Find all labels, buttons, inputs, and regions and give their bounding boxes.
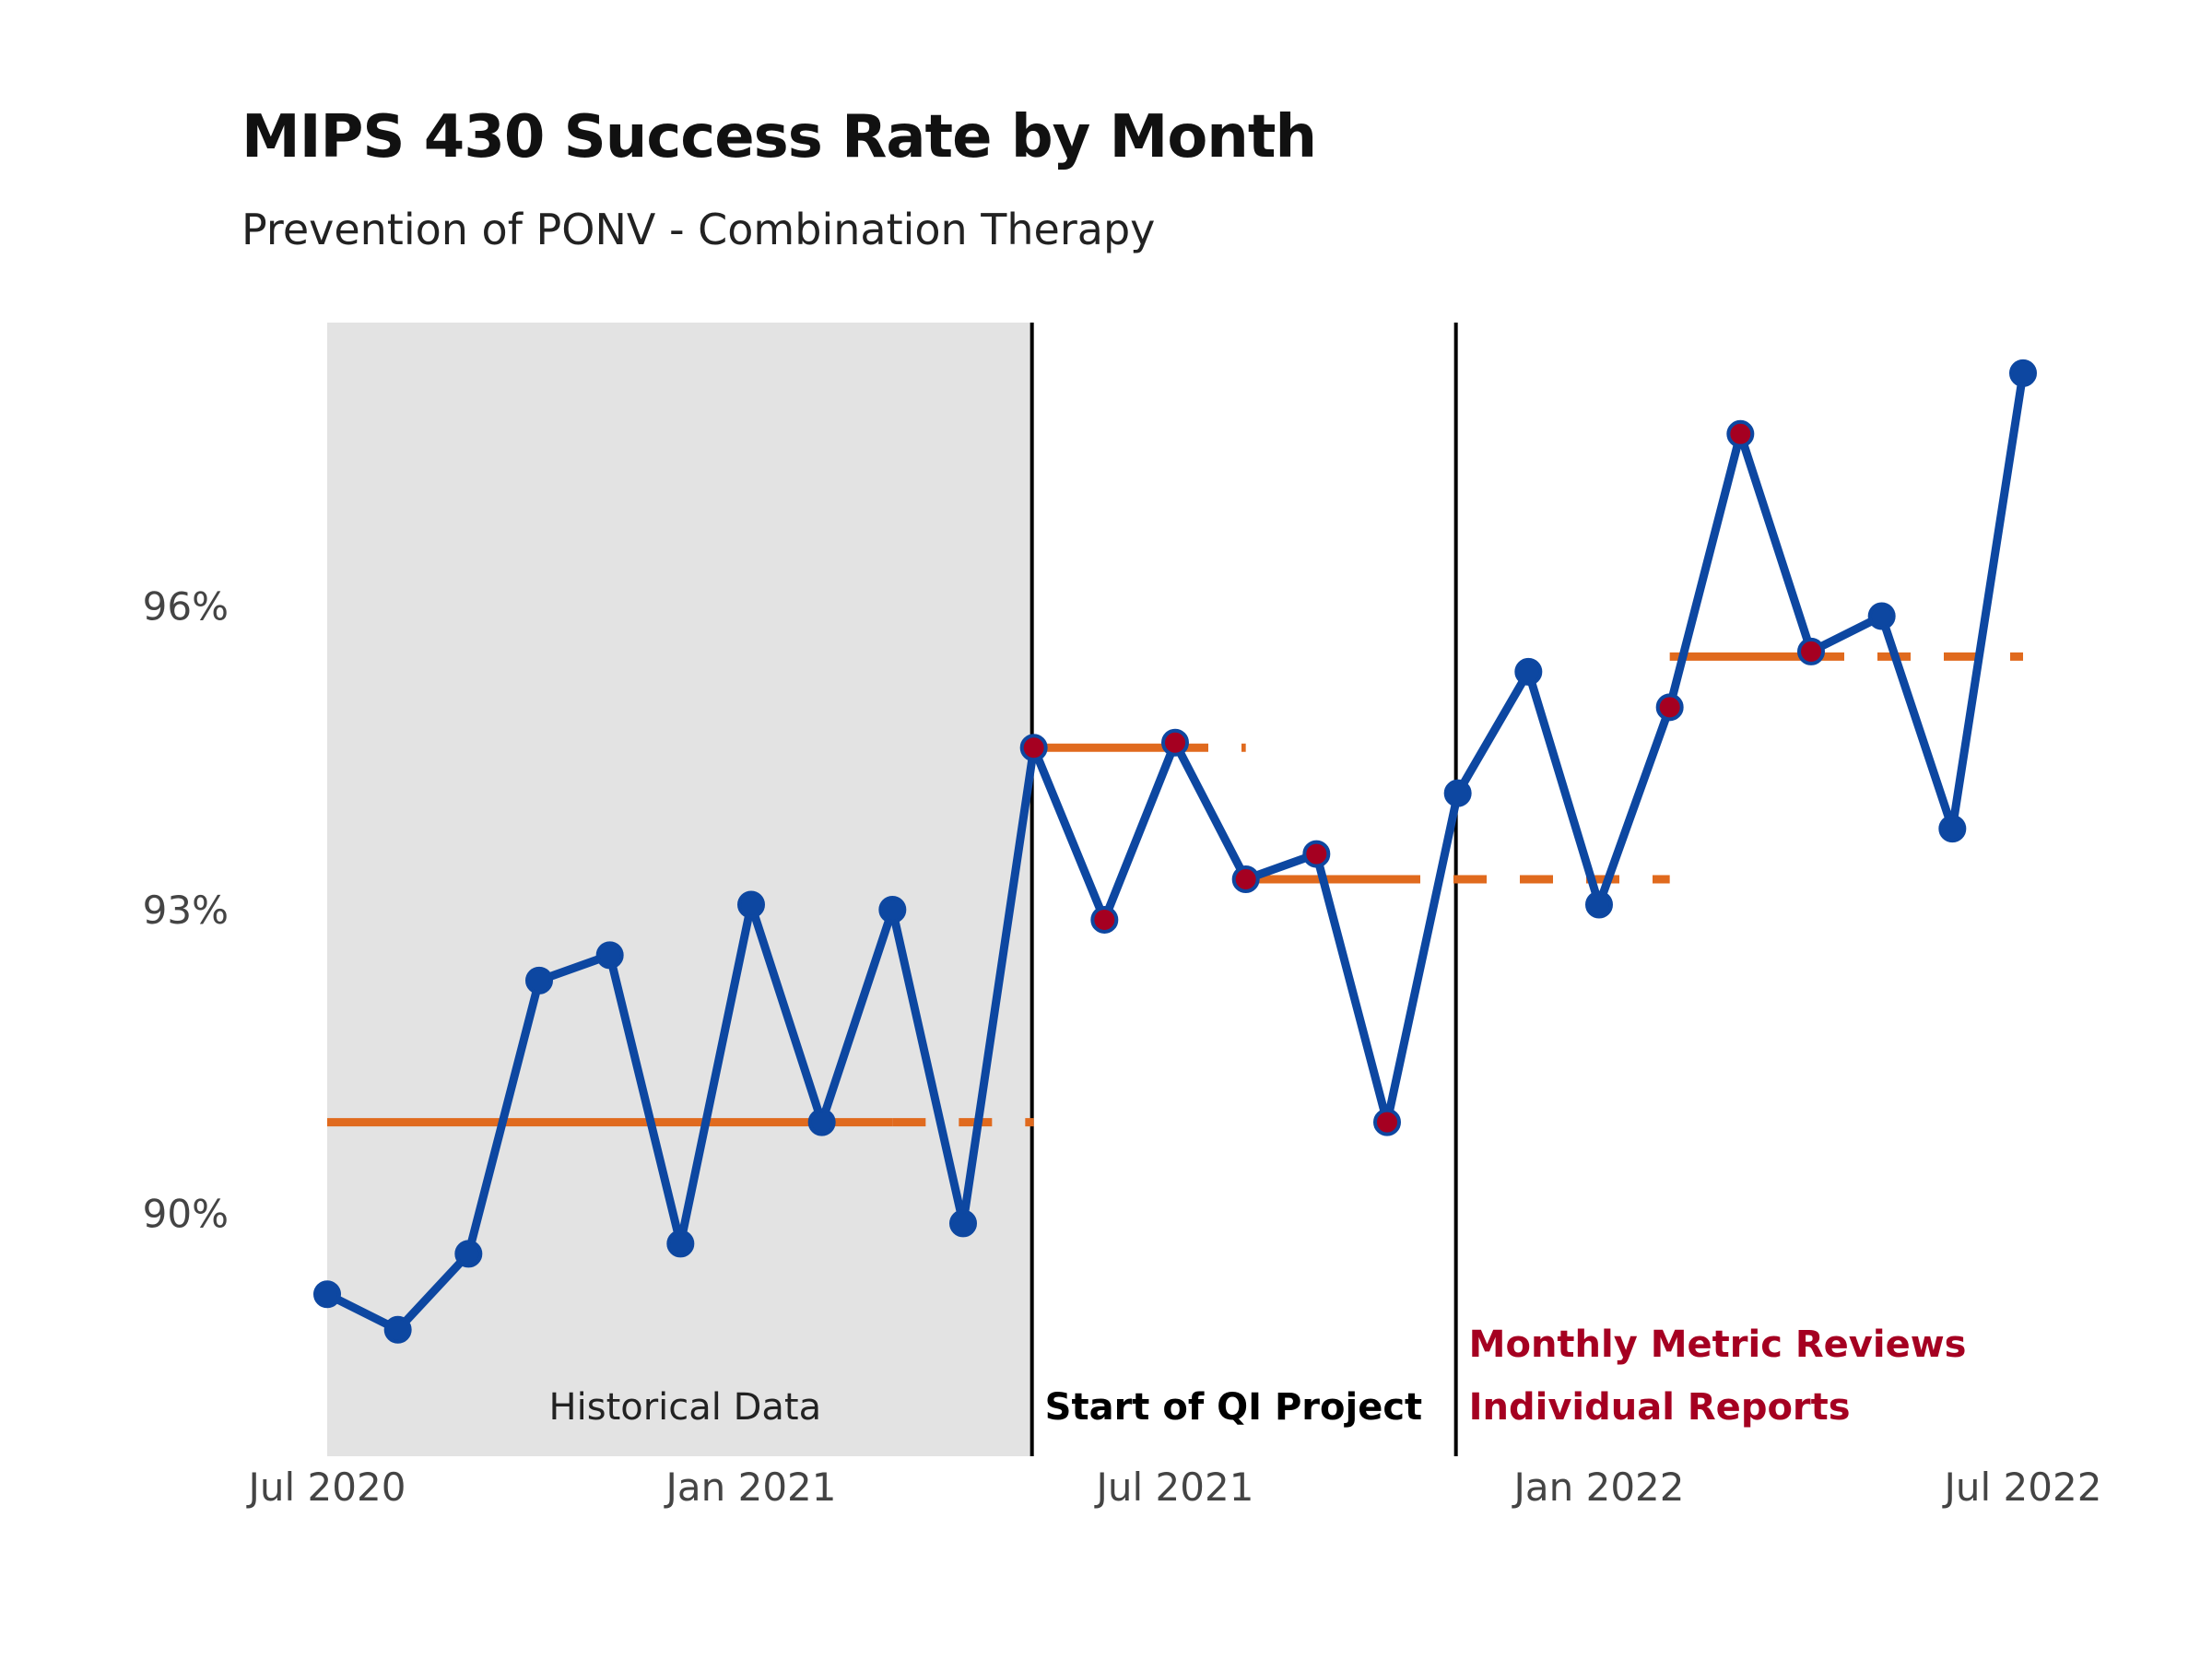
signal-point [1655,693,1684,722]
signal-point [1019,734,1048,762]
chart-subtitle: Prevention of PONV - Combination Therapy [241,205,1156,254]
y-tick-label: 90% [143,1191,229,1236]
data-point [807,1108,836,1136]
data-point [525,966,553,994]
phase-label: Monthly Metric Reviews [1469,1324,1967,1366]
data-point [383,1315,412,1344]
data-point [2009,359,2037,387]
x-tick-label: Jan 2021 [664,1465,837,1510]
signal-point [1090,905,1119,934]
phase-label: Start of QI Project [1045,1386,1423,1429]
historical-label: Historical Data [549,1386,822,1429]
x-tick-label: Jan 2022 [1512,1465,1685,1510]
data-point [1938,815,1967,843]
data-point [1443,779,1472,807]
signal-point [1373,1108,1401,1136]
historical-region [327,323,1034,1456]
x-tick-label: Jul 2022 [1942,1465,2102,1510]
signal-point [1302,840,1331,868]
y-tick-label: 96% [143,584,229,629]
data-point [666,1230,695,1258]
data-point [1867,602,1896,630]
phase-label: Individual Reports [1469,1386,1851,1429]
data-point [1585,890,1613,919]
chart-title: MIPS 430 Success Rate by Month [241,103,1317,171]
data-point [878,895,907,924]
x-tick-label: Jul 2020 [246,1465,406,1510]
x-tick-label: Jul 2021 [1094,1465,1254,1510]
signal-point [1726,419,1755,448]
signal-point [1797,637,1825,665]
signal-point [1231,865,1260,894]
signal-point [1161,728,1189,757]
data-point [313,1280,341,1309]
data-point [454,1240,483,1268]
data-point [949,1209,977,1238]
data-point [1514,657,1543,686]
data-point [737,890,765,919]
y-tick-label: 93% [143,888,229,933]
data-point [595,941,624,970]
